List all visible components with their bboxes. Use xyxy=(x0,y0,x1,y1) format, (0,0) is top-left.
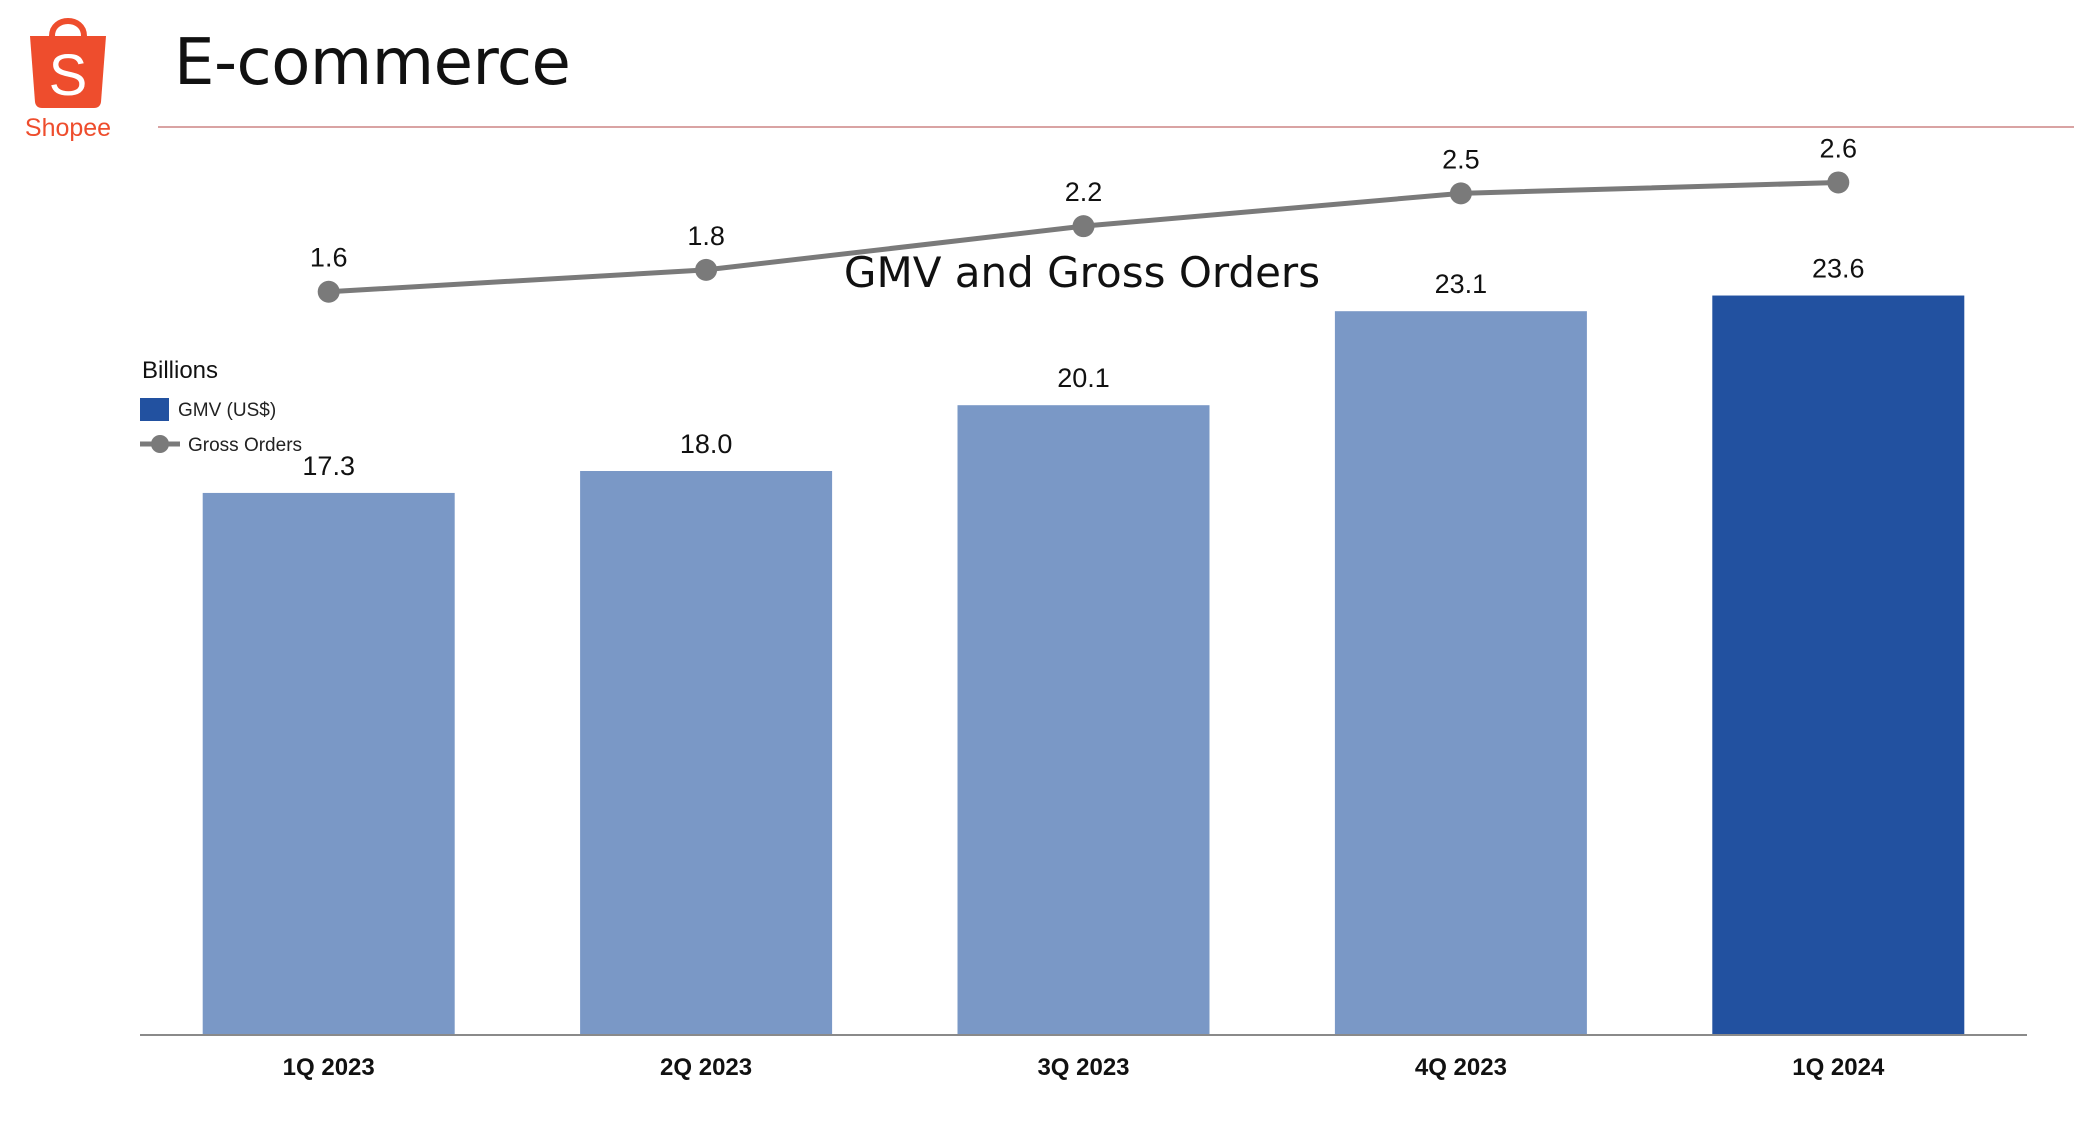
legend: GMV (US$) Gross Orders xyxy=(140,398,302,456)
page-title: E-commerce xyxy=(174,26,571,100)
x-tick-label-2: 2Q 2023 xyxy=(660,1054,752,1081)
gross-orders-line xyxy=(317,171,1850,303)
gross-orders-point-1 xyxy=(317,280,340,303)
legend-label-gmv: GMV (US$) xyxy=(178,400,276,421)
gmv-value-label-1: 17.3 xyxy=(302,451,355,481)
shopping-bag-body xyxy=(30,36,106,108)
x-axis-tick-labels: 1Q 2023 2Q 2023 3Q 2023 4Q 2023 1Q 2024 xyxy=(283,1054,1885,1081)
gross-orders-value-label-2: 1.8 xyxy=(687,221,725,251)
gmv-bar-2 xyxy=(580,471,833,1035)
shopee-logo: S Shopee xyxy=(25,18,111,142)
gmv-bar-5 xyxy=(1712,295,1965,1035)
legend-swatch-orders-marker xyxy=(151,435,169,453)
gmv-value-label-2: 18.0 xyxy=(680,429,733,459)
logo-letter: S xyxy=(49,43,88,108)
x-tick-label-1: 1Q 2023 xyxy=(283,1054,375,1081)
gross-orders-value-label-3: 2.2 xyxy=(1065,177,1103,207)
gmv-bar-3 xyxy=(957,405,1210,1035)
legend-swatch-gmv xyxy=(140,398,169,421)
shopping-bag-icon xyxy=(49,18,87,37)
gmv-value-label-5: 23.6 xyxy=(1812,254,1865,284)
gross-orders-value-label-4: 2.5 xyxy=(1442,144,1480,174)
chart-title: GMV and Gross Orders xyxy=(844,248,1320,297)
gmv-bars xyxy=(202,295,1965,1035)
gmv-value-label-3: 20.1 xyxy=(1057,363,1110,393)
gmv-data-labels: 17.3 18.0 20.1 23.1 23.6 xyxy=(302,254,1864,481)
x-tick-label-3: 3Q 2023 xyxy=(1037,1054,1129,1081)
x-tick-label-4: 4Q 2023 xyxy=(1415,1054,1507,1081)
gross-orders-point-2 xyxy=(695,258,718,281)
gross-orders-point-4 xyxy=(1449,182,1472,205)
logo-wordmark: Shopee xyxy=(25,114,111,142)
x-tick-label-5: 1Q 2024 xyxy=(1792,1054,1885,1081)
gross-orders-data-labels: 1.6 1.8 2.2 2.5 2.6 xyxy=(310,133,1857,272)
unit-label: Billions xyxy=(142,357,218,384)
header-divider xyxy=(158,126,2074,128)
gross-orders-point-5 xyxy=(1827,171,1850,194)
gross-orders-value-label-5: 2.6 xyxy=(1820,133,1858,163)
gmv-bar-4 xyxy=(1334,311,1587,1035)
gross-orders-value-label-1: 1.6 xyxy=(310,243,348,273)
header: S Shopee E-commerce xyxy=(0,0,2074,142)
gmv-bar-1 xyxy=(202,492,455,1035)
gross-orders-point-3 xyxy=(1072,215,1095,238)
gmv-value-label-4: 23.1 xyxy=(1435,269,1488,299)
legend-label-orders: Gross Orders xyxy=(188,435,302,456)
